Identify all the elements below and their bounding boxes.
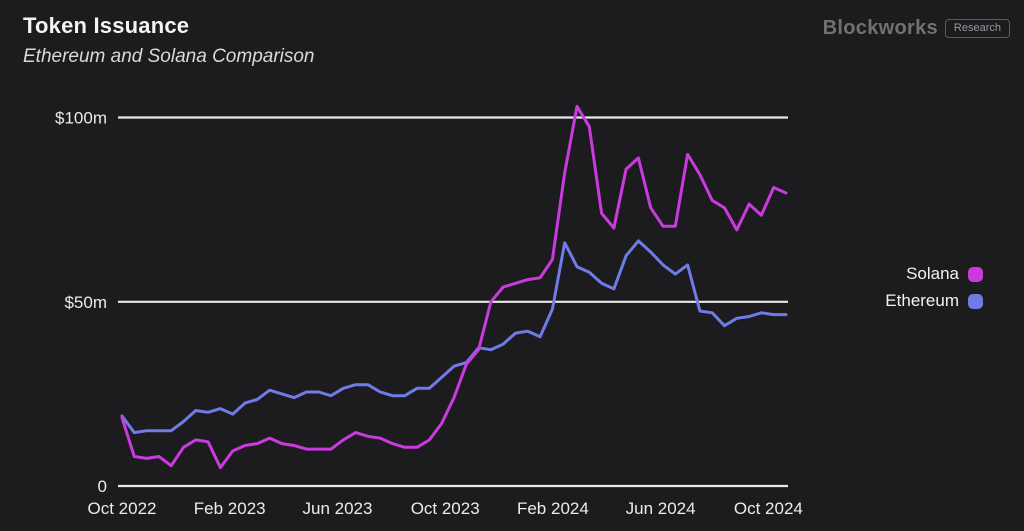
- brand-wordmark: Blockworks: [822, 17, 938, 39]
- chart-subtitle: Ethereum and Solana Comparison: [23, 46, 315, 68]
- x-tick-label: Feb 2024: [517, 499, 589, 518]
- y-tick-label: 0: [98, 477, 107, 496]
- series-line-solana: [120, 104, 788, 470]
- legend-label-solana: Solana: [906, 264, 959, 283]
- x-tick-label: Jun 2024: [626, 499, 696, 518]
- chart-header: Token Issuance Ethereum and Solana Compa…: [23, 13, 315, 68]
- x-tick-label: Feb 2023: [194, 499, 266, 518]
- y-tick-label: $100m: [55, 109, 107, 128]
- blockworks-logo: Blockworks Research: [823, 17, 1010, 40]
- x-tick-label: Oct 2023: [411, 499, 480, 518]
- page-title: Token Issuance: [23, 13, 190, 38]
- solana-swatch-icon: [968, 266, 983, 282]
- legend-label-ethereum: Ethereum: [885, 291, 959, 310]
- x-tick-label: Oct 2022: [88, 499, 157, 518]
- legend-item-solana: Solana: [906, 264, 983, 284]
- y-tick-label: $50m: [64, 293, 107, 312]
- legend-item-ethereum: Ethereum: [885, 291, 983, 311]
- series-line-ethereum: [120, 239, 788, 435]
- x-tick-label: Oct 2024: [734, 499, 803, 518]
- research-badge: Research: [944, 18, 1010, 39]
- x-tick-label: Jun 2023: [303, 499, 373, 518]
- ethereum-swatch-icon: [968, 293, 983, 309]
- chart-legend: Solana Ethereum: [885, 264, 983, 311]
